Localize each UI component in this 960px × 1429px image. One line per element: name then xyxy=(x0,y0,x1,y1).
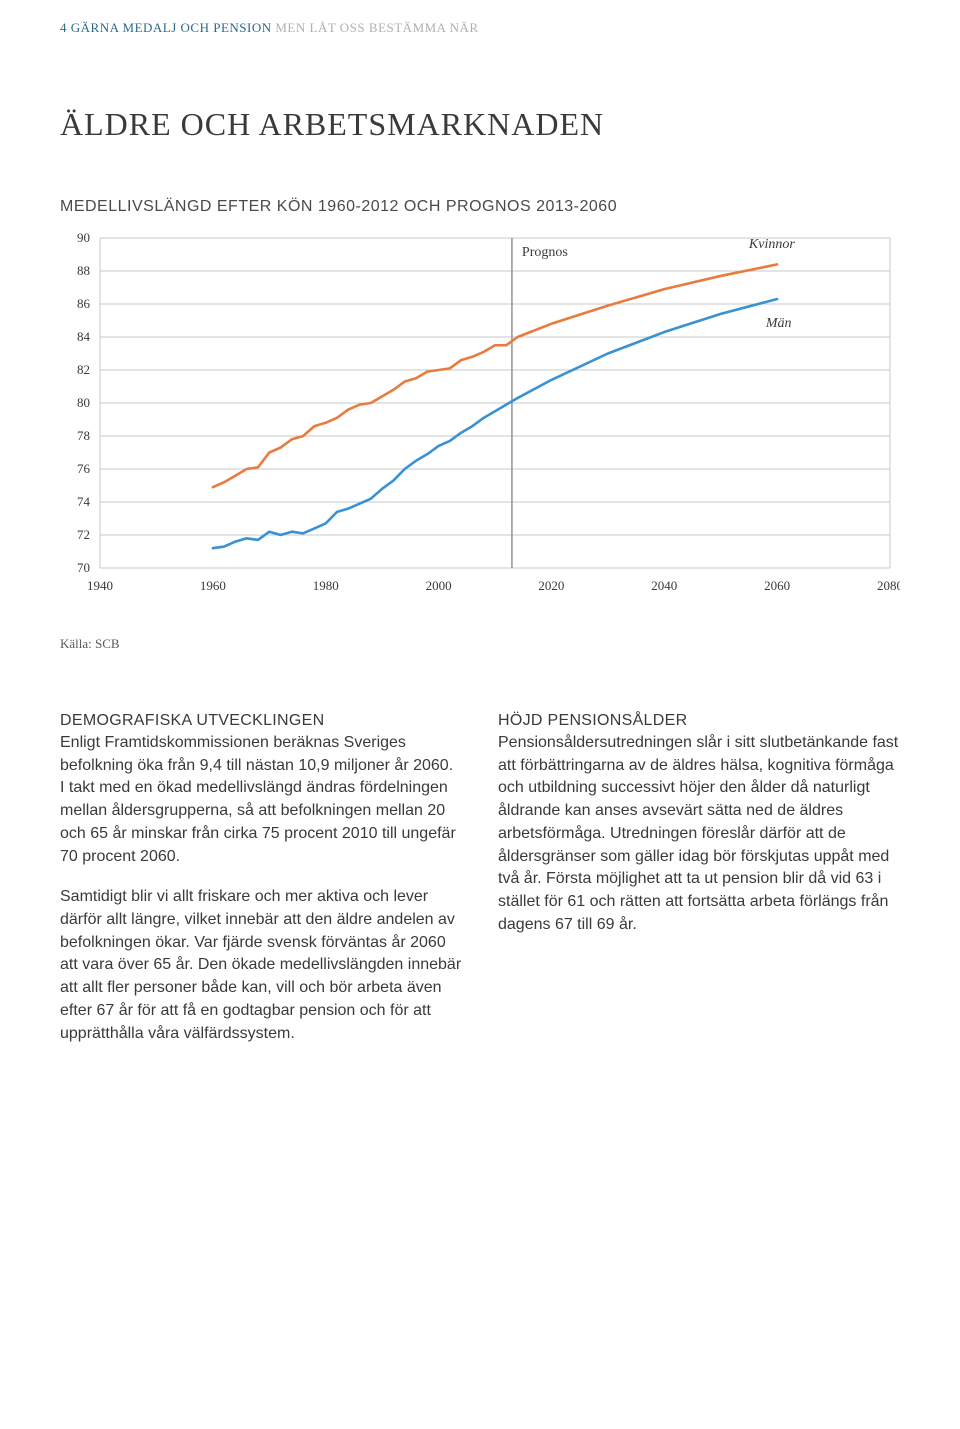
running-head-strong: GÄRNA MEDALJ OCH PENSION xyxy=(71,20,272,35)
svg-text:70: 70 xyxy=(77,560,90,575)
svg-text:90: 90 xyxy=(77,230,90,245)
svg-text:86: 86 xyxy=(77,296,91,311)
chart-svg: 70 72 74 76 78 80 82 84 86 88 90 1940 1960 1980 2000 20… xyxy=(60,228,900,628)
chart-title: MEDELLIVSLÄNGD EFTER KÖN 1960-2012 OCH P… xyxy=(60,198,900,216)
left-heading: DEMOGRAFISKA UTVECKLINGEN xyxy=(60,712,462,730)
svg-text:74: 74 xyxy=(77,494,91,509)
svg-text:76: 76 xyxy=(77,461,91,476)
svg-text:Män: Män xyxy=(765,316,792,331)
svg-text:82: 82 xyxy=(77,362,90,377)
svg-text:Prognos: Prognos xyxy=(522,245,568,260)
svg-text:80: 80 xyxy=(77,395,90,410)
svg-text:72: 72 xyxy=(77,527,90,542)
svg-text:Kvinnor: Kvinnor xyxy=(748,237,795,252)
svg-text:84: 84 xyxy=(77,329,91,344)
left-paragraph: Samtidigt blir vi allt friskare och mer … xyxy=(60,886,462,1045)
chart-source: Källa: SCB xyxy=(60,636,900,652)
running-head: 4 GÄRNA MEDALJ OCH PENSION MEN LÅT OSS B… xyxy=(60,20,900,36)
body-columns: DEMOGRAFISKA UTVECKLINGEN Enligt Framtid… xyxy=(60,712,900,1045)
right-paragraph: Pensionsåldersutredningen slår i sitt sl… xyxy=(498,732,900,936)
left-paragraph: Enligt Framtidskommissionen beräknas Sve… xyxy=(60,732,462,868)
svg-text:78: 78 xyxy=(77,428,90,443)
running-head-rest: MEN LÅT OSS BESTÄMMA NÄR xyxy=(275,20,478,35)
life-expectancy-chart: 70 72 74 76 78 80 82 84 86 88 90 1940 1960 1980 2000 20… xyxy=(60,228,900,628)
page-title: ÄLDRE OCH ARBETSMARKNADEN xyxy=(60,106,900,143)
page-number: 4 xyxy=(60,20,67,35)
column-right: HÖJD PENSIONSÅLDER Pensionsåldersutredni… xyxy=(498,712,900,1045)
svg-text:1940: 1940 xyxy=(87,578,113,593)
svg-text:2080: 2080 xyxy=(877,578,900,593)
svg-text:2060: 2060 xyxy=(764,578,790,593)
svg-text:88: 88 xyxy=(77,263,90,278)
right-heading: HÖJD PENSIONSÅLDER xyxy=(498,712,900,730)
svg-text:2000: 2000 xyxy=(426,578,452,593)
svg-text:1980: 1980 xyxy=(313,578,339,593)
svg-text:1960: 1960 xyxy=(200,578,226,593)
svg-text:2020: 2020 xyxy=(538,578,564,593)
svg-text:2040: 2040 xyxy=(651,578,677,593)
column-left: DEMOGRAFISKA UTVECKLINGEN Enligt Framtid… xyxy=(60,712,462,1045)
